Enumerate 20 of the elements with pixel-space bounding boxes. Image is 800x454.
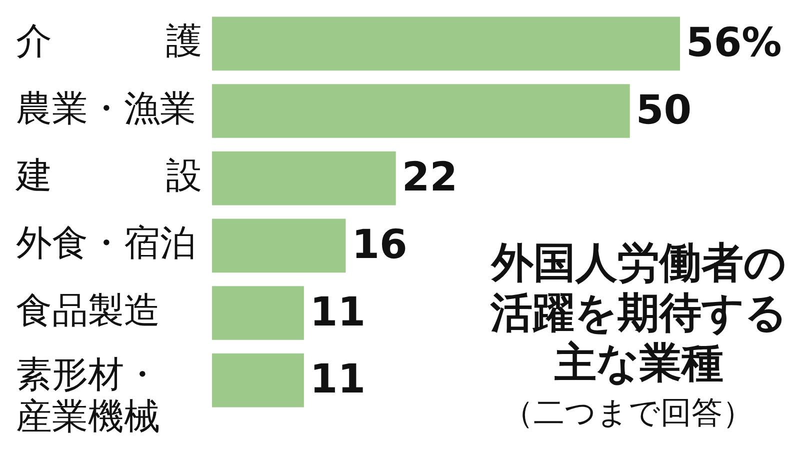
y-tick-label: 素形材・産業機械	[16, 354, 160, 438]
category-label: 介護	[16, 21, 202, 62]
bar	[212, 353, 304, 408]
data-label: 11	[310, 289, 366, 336]
data-label: 16	[352, 222, 408, 268]
category-label: 建設	[16, 156, 202, 197]
data-label: 11	[310, 356, 366, 403]
data-label: 56%	[686, 20, 782, 66]
data-label: 50	[636, 87, 692, 134]
y-tick-label: 食品製造	[16, 290, 160, 332]
data-label: 22	[402, 154, 458, 201]
y-tick-label: 外食・宿泊	[16, 223, 196, 264]
bar	[212, 286, 304, 340]
bar	[212, 16, 680, 71]
bar	[212, 151, 396, 206]
bar	[212, 218, 346, 273]
text: 外国人労働者の活躍を期待する主な業種	[490, 238, 788, 388]
text: （二つまで回答）	[502, 394, 754, 433]
bar	[212, 84, 630, 138]
y-tick-label: 農業・漁業	[16, 88, 196, 130]
